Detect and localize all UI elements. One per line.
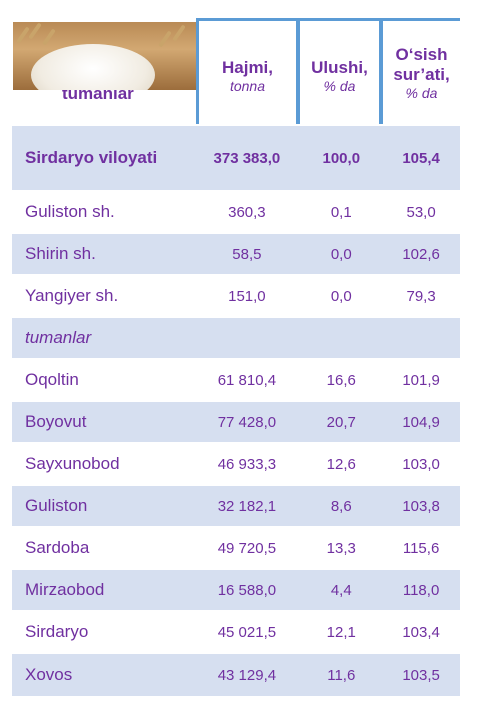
row-volume: 58,5 <box>232 245 262 263</box>
table-row: Yangiyer sh. 151,0 0,0 79,3 <box>12 276 460 316</box>
header-share-label: Ulushi, <box>311 58 368 77</box>
header-volume-unit: tonna <box>229 78 266 94</box>
row-growth: 53,0 <box>406 203 436 221</box>
header-growth-label: O‘sish sur’ati, <box>393 45 450 84</box>
row-growth: 102,6 <box>402 245 440 263</box>
row-volume: 16 588,0 <box>217 581 277 599</box>
row-name: Yangiyer sh. <box>25 286 119 305</box>
row-share: 11,6 <box>327 666 356 684</box>
header-growth: O‘sish sur’ati, % da <box>380 18 460 124</box>
section-row: tumanlar <box>12 318 460 358</box>
row-name: Sirdaryo <box>25 622 89 641</box>
row-name: Boyovut <box>25 412 87 431</box>
row-growth: 101,9 <box>402 371 440 389</box>
header-share: Ulushi, % da <box>297 18 382 124</box>
row-growth: 103,4 <box>402 623 440 641</box>
table-row: Guliston sh. 360,3 0,1 53,0 <box>12 192 460 232</box>
total-volume: 373 383,0 <box>213 149 281 167</box>
row-share: 0,1 <box>330 203 352 221</box>
row-growth: 103,0 <box>402 455 440 473</box>
table-row: Shirin sh. 58,5 0,0 102,6 <box>12 234 460 274</box>
flour-photo <box>13 22 197 90</box>
row-volume: 45 021,5 <box>217 623 277 641</box>
header-share-unit: % da <box>323 78 356 94</box>
row-share: 16,6 <box>326 371 356 389</box>
total-growth: 105,4 <box>402 149 440 167</box>
table-row: Sayxunobod 46 933,3 12,6 103,0 <box>12 444 460 484</box>
row-volume: 61 810,4 <box>217 371 277 389</box>
table-row: Xovos 43 129,4 11,6 103,5 <box>12 654 460 696</box>
header-volume-label: Hajmi, <box>221 58 274 77</box>
row-growth: 79,3 <box>406 287 436 305</box>
row-share: 4,4 <box>330 581 352 599</box>
row-growth: 115,6 <box>402 539 440 557</box>
row-name: Sardoba <box>25 538 90 557</box>
row-share: 12,1 <box>326 623 356 641</box>
row-name: Oqoltin <box>25 370 79 389</box>
section-label: tumanlar <box>25 328 92 347</box>
row-volume: 46 933,3 <box>217 455 277 473</box>
row-name: Shirin sh. <box>25 244 96 263</box>
row-share: 20,7 <box>326 413 356 431</box>
total-share: 100,0 <box>322 149 361 167</box>
row-name: Xovos <box>25 665 73 684</box>
row-volume: 77 428,0 <box>217 413 277 431</box>
row-growth: 118,0 <box>402 581 440 599</box>
row-growth: 103,8 <box>402 497 440 515</box>
row-name: Mirzaobod <box>25 580 105 599</box>
header-first-column: tumanlar <box>12 18 198 126</box>
row-share: 13,3 <box>326 539 356 557</box>
table-row: Sirdaryo 45 021,5 12,1 103,4 <box>12 612 460 652</box>
row-share: 12,6 <box>326 455 356 473</box>
row-name: Sayxunobod <box>25 454 120 473</box>
row-growth: 103,5 <box>402 666 440 684</box>
header-volume: Hajmi, tonna <box>196 18 299 124</box>
row-volume: 360,3 <box>228 203 266 221</box>
row-name: Guliston sh. <box>25 202 115 221</box>
header-growth-unit: % da <box>405 85 438 101</box>
row-volume: 151,0 <box>228 287 266 305</box>
table-header: tumanlar Hajmi, tonna Ulushi, % da O‘sis… <box>12 18 460 128</box>
total-name: Sirdaryo viloyati <box>25 148 158 167</box>
row-volume: 49 720,5 <box>217 539 277 557</box>
row-name: Guliston <box>25 496 88 515</box>
row-share: 8,6 <box>330 497 352 515</box>
row-share: 0,0 <box>330 287 352 305</box>
row-volume: 43 129,4 <box>217 666 277 684</box>
row-volume: 32 182,1 <box>217 497 277 515</box>
table-row: Sardoba 49 720,5 13,3 115,6 <box>12 528 460 568</box>
table-row: Oqoltin 61 810,4 16,6 101,9 <box>12 360 460 400</box>
table-row: Guliston 32 182,1 8,6 103,8 <box>12 486 460 526</box>
table-row: Mirzaobod 16 588,0 4,4 118,0 <box>12 570 460 610</box>
row-share: 0,0 <box>330 245 352 263</box>
row-growth: 104,9 <box>402 413 440 431</box>
table-row: Boyovut 77 428,0 20,7 104,9 <box>12 402 460 442</box>
total-row: Sirdaryo viloyati 373 383,0 100,0 105,4 <box>12 126 460 190</box>
